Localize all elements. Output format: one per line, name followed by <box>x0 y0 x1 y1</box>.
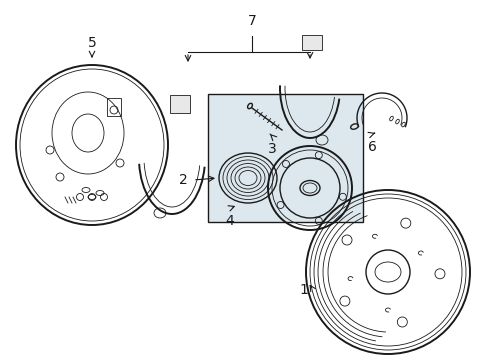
Text: 3: 3 <box>267 142 276 156</box>
Bar <box>302 35 321 50</box>
Text: 7: 7 <box>247 14 256 28</box>
Text: 1: 1 <box>299 283 307 297</box>
Text: 5: 5 <box>87 36 96 50</box>
Bar <box>170 95 190 113</box>
Text: 6: 6 <box>367 140 376 154</box>
Text: 2: 2 <box>179 173 187 187</box>
Ellipse shape <box>350 124 358 129</box>
FancyBboxPatch shape <box>207 94 362 222</box>
Text: 4: 4 <box>225 214 234 228</box>
Bar <box>107 98 121 116</box>
